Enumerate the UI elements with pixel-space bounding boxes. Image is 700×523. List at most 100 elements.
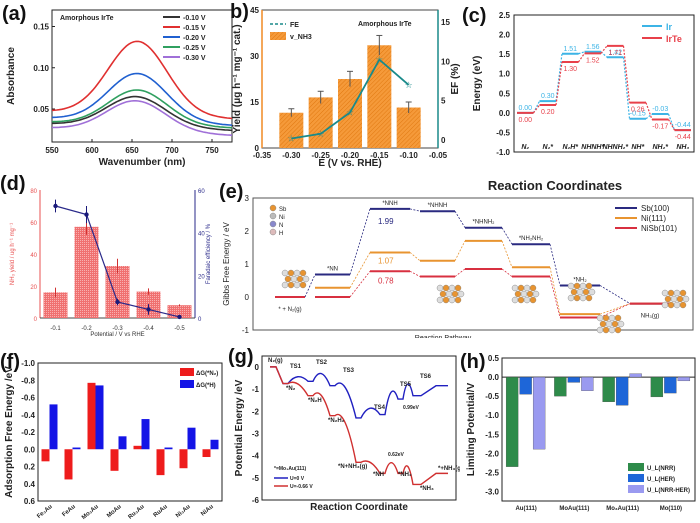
slab-atom bbox=[608, 314, 616, 322]
legend-label: ΔG(*H) bbox=[196, 383, 216, 389]
y-tick-label: 2.5 bbox=[499, 11, 511, 20]
y2-axis-label: EF (%) bbox=[450, 63, 461, 94]
slab-atom bbox=[511, 296, 519, 304]
y-tick-label: -0.8 bbox=[21, 376, 35, 385]
slab-atom bbox=[614, 326, 622, 334]
y-tick-label: 2 bbox=[245, 227, 250, 236]
y2-tick-label: 0 bbox=[441, 136, 446, 145]
bar bbox=[133, 445, 142, 450]
y-tick-label: 3 bbox=[245, 194, 250, 203]
connector bbox=[454, 268, 466, 277]
slab-atom bbox=[457, 290, 465, 298]
slab-atom bbox=[585, 282, 593, 290]
slab-atom bbox=[599, 320, 607, 328]
y-axis-label: Yield (μg h⁻¹ mg⁻¹ cat.) bbox=[232, 24, 243, 133]
slab-atom bbox=[570, 288, 578, 296]
legend-bar-swatch bbox=[270, 32, 286, 40]
x-tick-label: Au(111) bbox=[515, 506, 536, 512]
energy-value: -0.44 bbox=[675, 122, 691, 129]
slab-atom bbox=[523, 296, 531, 304]
energy-value: 0.20 bbox=[541, 109, 555, 116]
connector bbox=[645, 113, 653, 120]
bar bbox=[164, 447, 173, 450]
legend-label: U_L(NRR) bbox=[647, 466, 675, 472]
slab-atom bbox=[529, 284, 537, 292]
fe-line bbox=[291, 58, 410, 140]
y2-tick-label: 0 bbox=[198, 317, 202, 323]
connector bbox=[409, 208, 421, 212]
slab-atom bbox=[296, 275, 304, 283]
slab-atom bbox=[436, 296, 444, 304]
energy-value: 1.56 bbox=[586, 44, 600, 51]
slab-atom bbox=[682, 295, 690, 303]
legend-label: -0.15 V bbox=[183, 25, 206, 32]
slab-atom bbox=[573, 282, 581, 290]
slab-atom bbox=[451, 290, 459, 298]
legend-swatch bbox=[628, 474, 644, 482]
y-tick-label: -0.6 bbox=[21, 394, 35, 403]
panel-label: b) bbox=[230, 1, 249, 23]
slab-atom bbox=[448, 296, 456, 304]
x-tick-label: -0.1 bbox=[50, 326, 61, 332]
fe-marker-star: ☆ bbox=[346, 108, 354, 118]
state-label: *N₂ bbox=[286, 386, 296, 392]
legend-label: -0.10 V bbox=[183, 15, 206, 22]
connector bbox=[454, 240, 466, 261]
y2-tick-label: 10 bbox=[441, 57, 450, 66]
slab-atom bbox=[573, 294, 581, 302]
connector bbox=[549, 276, 561, 318]
slab-atom bbox=[523, 284, 531, 292]
x-axis-label: Reaction Coordinate bbox=[310, 502, 408, 513]
slab-atom bbox=[617, 320, 625, 328]
energy-value: 1.52 bbox=[586, 57, 600, 64]
state-label: N₂(g) bbox=[268, 358, 283, 364]
bar bbox=[179, 449, 188, 469]
y-tick-label: 80 bbox=[30, 189, 37, 195]
plot-frame bbox=[501, 357, 696, 502]
y-tick-label: -1.0 bbox=[485, 411, 499, 420]
panel-label: (g) bbox=[228, 346, 254, 368]
legend-label: Sb(100) bbox=[641, 204, 670, 213]
legend-title: *=Mo₃Au(111) bbox=[274, 466, 307, 472]
plot-frame bbox=[513, 14, 695, 153]
fe-marker-star: ☆ bbox=[375, 55, 383, 65]
bar bbox=[567, 376, 581, 383]
energy-value: 0.00 bbox=[518, 117, 532, 124]
slab-atom bbox=[290, 275, 298, 283]
state-label: *N₂H bbox=[308, 398, 322, 404]
connector bbox=[304, 274, 316, 298]
slab-atom bbox=[576, 288, 584, 296]
energy-path-0 bbox=[270, 366, 448, 419]
legend-label: U_L(HER) bbox=[647, 477, 675, 483]
state-label: *N₂H₂ bbox=[328, 418, 345, 424]
slab-atom bbox=[567, 282, 575, 290]
connector bbox=[501, 227, 513, 245]
slab-atom bbox=[281, 281, 289, 289]
slab-atom bbox=[532, 290, 540, 298]
y-axis-label: Potential Energy /eV bbox=[234, 379, 245, 476]
bar bbox=[118, 436, 127, 450]
legend-bar-label: v_NH3 bbox=[290, 34, 312, 41]
x-tick-label: 700 bbox=[165, 146, 179, 155]
y-tick-label: -0.4 bbox=[21, 411, 35, 420]
state-label: NH₃(g) bbox=[641, 314, 659, 320]
state-label: TS4 bbox=[374, 405, 386, 411]
bar bbox=[187, 427, 196, 450]
bar bbox=[202, 449, 211, 458]
fe-marker-star: ☆ bbox=[287, 134, 295, 144]
y-tick-label: -5 bbox=[252, 474, 260, 483]
bar bbox=[602, 376, 615, 403]
slab-atom bbox=[608, 326, 616, 334]
x-tick-label: -0.10 bbox=[400, 151, 419, 160]
energy-value: -0.03 bbox=[652, 106, 668, 113]
bar bbox=[650, 376, 664, 398]
y-tick-label: 1 bbox=[245, 260, 250, 269]
legend-swatch bbox=[628, 463, 644, 471]
connector bbox=[578, 53, 585, 63]
panel-label: (c) bbox=[462, 5, 486, 27]
slab-atom bbox=[670, 295, 678, 303]
connector bbox=[454, 210, 466, 228]
x-tick-label: NiAu bbox=[200, 504, 215, 518]
bar bbox=[629, 373, 642, 378]
x-tick-label: 600 bbox=[85, 146, 99, 155]
